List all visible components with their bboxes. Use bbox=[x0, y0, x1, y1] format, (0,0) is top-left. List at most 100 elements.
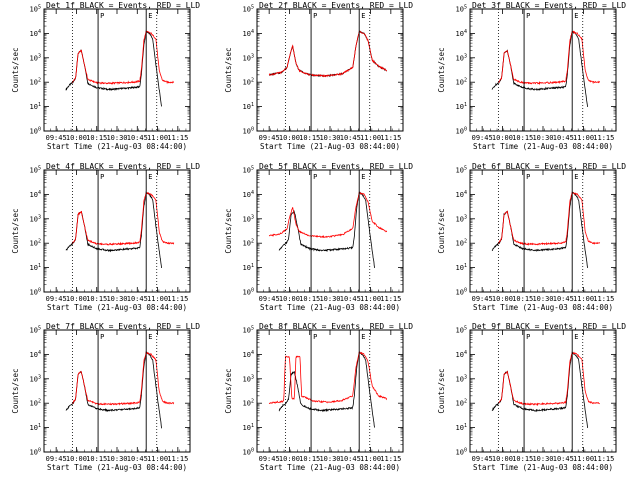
y-tick-exponent: 1 bbox=[464, 263, 467, 269]
y-tick-label: 100 bbox=[30, 448, 41, 457]
series-events-line bbox=[278, 351, 375, 428]
x-tick-label: 10:00 bbox=[66, 295, 87, 303]
x-tick-label: 11:15 bbox=[167, 455, 188, 463]
x-tick-label: 10:15 bbox=[299, 295, 320, 303]
x-tick-label: 10:30 bbox=[106, 295, 127, 303]
series-lld-line bbox=[72, 350, 175, 406]
series-lld-line bbox=[498, 191, 601, 246]
x-tick-label: 11:15 bbox=[380, 455, 401, 463]
series-lld-line bbox=[498, 351, 600, 407]
x-tick-label: 10:15 bbox=[299, 134, 320, 142]
marker-label-E: E bbox=[361, 12, 365, 20]
x-tick-label: 10:00 bbox=[66, 455, 87, 463]
y-tick-exponent: 1 bbox=[38, 102, 41, 108]
y-tick-label: 103 bbox=[30, 374, 41, 383]
series-events-line bbox=[491, 31, 588, 107]
x-axis-label: Start Time (21-Aug-03 08:44:00) bbox=[473, 303, 613, 312]
y-tick-label: 105 bbox=[243, 5, 254, 14]
y-tick-label: 103 bbox=[30, 214, 41, 223]
marker-label-E: E bbox=[574, 12, 578, 20]
y-axis-label: Counts/sec bbox=[11, 47, 20, 92]
panel-title: Det 8f BLACK = Events, RED = LLD bbox=[259, 322, 413, 331]
y-tick-exponent: 1 bbox=[251, 263, 254, 269]
y-tick-label: 102 bbox=[456, 399, 467, 408]
y-tick-exponent: 1 bbox=[251, 102, 254, 108]
y-tick-label: 102 bbox=[30, 399, 41, 408]
y-tick-label: 105 bbox=[30, 166, 41, 175]
y-tick-label: 101 bbox=[30, 102, 41, 111]
x-tick-label: 11:00 bbox=[360, 455, 381, 463]
y-tick-label: 105 bbox=[243, 166, 254, 175]
x-tick-label: 10:00 bbox=[66, 134, 87, 142]
marker-label-P: P bbox=[313, 173, 317, 181]
y-tick-label: 104 bbox=[30, 350, 41, 359]
y-tick-exponent: 2 bbox=[464, 399, 467, 405]
marker-label-P: P bbox=[526, 333, 530, 341]
axes-frame bbox=[469, 329, 617, 453]
panel-title: Det 7f BLACK = Events, RED = LLD bbox=[46, 322, 200, 331]
x-tick-label: 10:30 bbox=[532, 295, 553, 303]
axes-frame bbox=[469, 8, 617, 132]
y-tick-label: 102 bbox=[30, 78, 41, 87]
marker-label-E: E bbox=[574, 173, 578, 181]
y-tick-label: 103 bbox=[456, 214, 467, 223]
x-tick-label: 10:15 bbox=[86, 134, 107, 142]
x-tick-label: 10:00 bbox=[492, 455, 513, 463]
y-tick-exponent: 4 bbox=[251, 190, 254, 196]
panel-title: Det 3f BLACK = Events, RED = LLD bbox=[472, 1, 626, 10]
y-tick-label: 101 bbox=[243, 102, 254, 111]
marker-label-E: E bbox=[574, 333, 578, 341]
x-axis-label: Start Time (21-Aug-03 08:44:00) bbox=[47, 303, 187, 312]
x-tick-label: 11:15 bbox=[167, 134, 188, 142]
y-tick-label: 104 bbox=[456, 350, 467, 359]
marker-label-E: E bbox=[361, 173, 365, 181]
marker-label-E: E bbox=[148, 173, 152, 181]
series-lld-line bbox=[498, 30, 601, 86]
x-tick-label: 11:15 bbox=[167, 295, 188, 303]
marker-label-P: P bbox=[526, 12, 530, 20]
marker-label-P: P bbox=[100, 333, 104, 341]
x-tick-label: 11:15 bbox=[380, 134, 401, 142]
series-lld-line bbox=[72, 30, 175, 85]
y-tick-label: 103 bbox=[456, 374, 467, 383]
y-tick-exponent: 4 bbox=[464, 29, 467, 35]
y-tick-label: 105 bbox=[30, 326, 41, 335]
x-tick-label: 09:45 bbox=[472, 295, 493, 303]
y-tick-exponent: 4 bbox=[464, 190, 467, 196]
x-tick-label: 11:00 bbox=[147, 295, 168, 303]
y-tick-exponent: 5 bbox=[464, 326, 467, 332]
y-tick-exponent: 3 bbox=[38, 214, 41, 220]
x-axis-label: Start Time (21-Aug-03 08:44:00) bbox=[47, 142, 187, 151]
y-tick-label: 101 bbox=[30, 263, 41, 272]
y-tick-exponent: 5 bbox=[251, 5, 254, 11]
x-axis-label: Start Time (21-Aug-03 08:44:00) bbox=[260, 303, 400, 312]
y-axis-label: Counts/sec bbox=[224, 368, 233, 413]
axes-frame bbox=[43, 8, 191, 132]
x-tick-label: 11:00 bbox=[360, 295, 381, 303]
x-tick-label: 11:15 bbox=[593, 295, 614, 303]
panel-title: Det 9f BLACK = Events, RED = LLD bbox=[472, 322, 626, 331]
y-tick-label: 100 bbox=[456, 127, 467, 136]
y-axis-label: Counts/sec bbox=[437, 368, 446, 413]
y-tick-label: 104 bbox=[30, 190, 41, 199]
y-tick-label: 101 bbox=[243, 423, 254, 432]
x-tick-label: 10:30 bbox=[106, 134, 127, 142]
x-tick-label: 10:30 bbox=[106, 455, 127, 463]
y-tick-label: 104 bbox=[30, 29, 41, 38]
y-tick-exponent: 1 bbox=[251, 423, 254, 429]
x-tick-label: 11:00 bbox=[360, 134, 381, 142]
x-tick-label: 10:45 bbox=[127, 455, 148, 463]
x-tick-label: 11:00 bbox=[573, 134, 594, 142]
series-lld-line bbox=[268, 351, 388, 404]
y-tick-label: 101 bbox=[243, 263, 254, 272]
y-tick-exponent: 2 bbox=[251, 399, 254, 405]
y-tick-label: 100 bbox=[243, 127, 254, 136]
y-axis-label: Counts/sec bbox=[437, 208, 446, 253]
y-tick-exponent: 2 bbox=[464, 239, 467, 245]
axes-frame bbox=[256, 169, 404, 293]
